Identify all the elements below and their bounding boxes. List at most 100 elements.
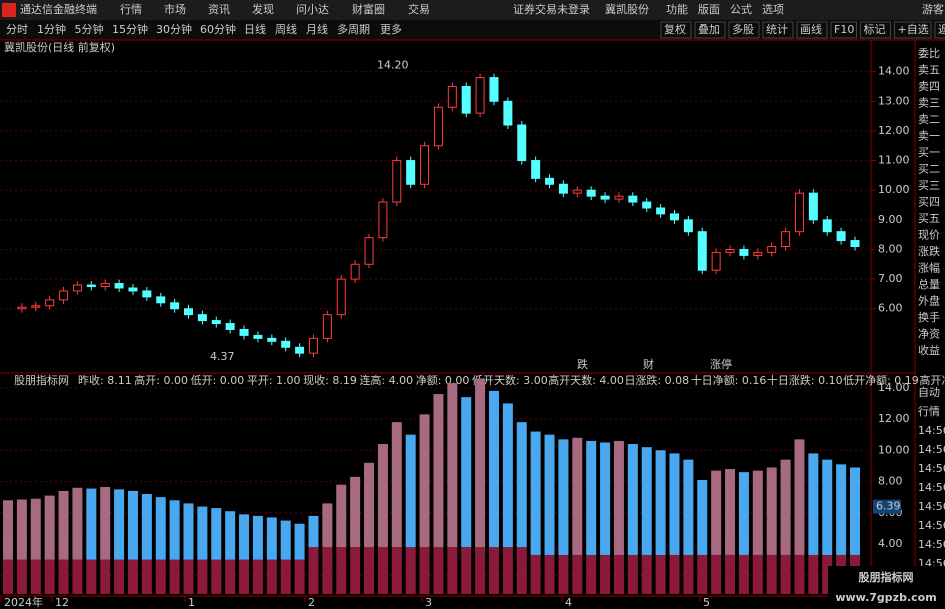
tool-button[interactable]: 标记 bbox=[864, 22, 886, 36]
period-tab[interactable]: 更多 bbox=[380, 22, 402, 36]
period-tab[interactable]: 月线 bbox=[306, 22, 328, 36]
menu-item[interactable]: 行情 bbox=[120, 3, 142, 16]
bar-bottom bbox=[155, 559, 166, 594]
menu-item[interactable]: 问小达 bbox=[296, 3, 329, 16]
y-tick-label: 12.00 bbox=[878, 124, 910, 137]
indicator-field: 十日净额: 0.16 bbox=[691, 373, 767, 387]
bar-upper bbox=[738, 472, 749, 555]
bar-bottom bbox=[72, 559, 83, 594]
y-tick-label: 7.00 bbox=[878, 272, 903, 285]
candle-body bbox=[364, 237, 374, 265]
menu-item[interactable]: 功能 bbox=[666, 2, 688, 16]
bar-upper bbox=[725, 469, 736, 555]
bar-upper bbox=[530, 431, 541, 555]
bar-upper bbox=[488, 390, 499, 548]
tool-button[interactable]: 返回 bbox=[938, 23, 945, 36]
bar-upper bbox=[197, 506, 208, 560]
bar-bottom bbox=[419, 547, 430, 594]
period-tab[interactable]: 多周期 bbox=[337, 22, 370, 36]
bar-bottom bbox=[780, 554, 791, 594]
menu-item[interactable]: 交易 bbox=[408, 2, 430, 16]
tool-button[interactable]: F10 bbox=[834, 23, 854, 36]
panel-title: 冀凯股份(日线 前复权) bbox=[4, 40, 115, 54]
side-item: 14:56 bbox=[918, 519, 945, 532]
quote-field: 委比 bbox=[918, 47, 940, 60]
bar-upper bbox=[461, 397, 472, 548]
candle-body bbox=[142, 290, 152, 298]
bar-upper bbox=[252, 515, 263, 560]
period-tab[interactable]: 日线 bbox=[244, 22, 266, 36]
period-tab[interactable]: 60分钟 bbox=[200, 22, 236, 36]
bar-upper bbox=[86, 488, 97, 560]
candle-body bbox=[295, 346, 305, 354]
period-tab[interactable]: 周线 bbox=[275, 22, 297, 36]
quote-field: 买四 bbox=[918, 196, 940, 209]
current-label: 6.39 bbox=[876, 500, 901, 513]
bar-bottom bbox=[239, 559, 250, 594]
bar-upper bbox=[822, 459, 833, 555]
bar-upper bbox=[141, 494, 152, 560]
bar-bottom bbox=[516, 547, 527, 594]
bar-upper bbox=[752, 470, 763, 555]
tool-button[interactable]: 复权 bbox=[664, 22, 686, 36]
period-tab[interactable]: 15分钟 bbox=[112, 22, 148, 36]
tool-button[interactable]: 叠加 bbox=[698, 23, 720, 36]
bar-upper bbox=[350, 476, 361, 548]
candle-body bbox=[461, 85, 471, 114]
bar-upper bbox=[377, 444, 388, 548]
candle-body bbox=[642, 201, 652, 209]
tool-button[interactable]: 画线 bbox=[800, 22, 822, 36]
bar-upper bbox=[586, 440, 597, 555]
bar-bottom bbox=[100, 559, 111, 594]
indicator-field: 低开天数: 3.00 bbox=[472, 374, 548, 387]
bar-upper bbox=[114, 489, 125, 560]
bar-upper bbox=[72, 487, 83, 560]
bar-bottom bbox=[641, 554, 652, 594]
bar-upper bbox=[600, 442, 611, 555]
menu-item[interactable]: 发现 bbox=[252, 2, 274, 16]
bar-bottom bbox=[572, 554, 583, 594]
quote-field: 买三 bbox=[918, 179, 940, 192]
candle-body bbox=[656, 207, 666, 215]
period-tab[interactable]: 5分钟 bbox=[75, 22, 104, 36]
menu-item[interactable]: 市场 bbox=[164, 2, 186, 16]
menu-item[interactable]: 选项 bbox=[762, 3, 784, 16]
watermark: 股朋指标网 bbox=[859, 570, 914, 584]
candle-body bbox=[225, 323, 235, 330]
period-tab[interactable]: 1分钟 bbox=[37, 22, 66, 36]
candle-body bbox=[308, 337, 318, 354]
bar-bottom bbox=[600, 554, 611, 594]
candle-body bbox=[281, 340, 291, 348]
bar-bottom bbox=[266, 559, 277, 594]
quote-field: 收益 bbox=[918, 343, 940, 357]
notice: 证券交易未登录 bbox=[513, 2, 590, 16]
bar-upper bbox=[100, 487, 111, 560]
tool-button[interactable]: 多股 bbox=[732, 22, 754, 36]
menu-item[interactable]: 公式 bbox=[730, 3, 752, 16]
indicator-field: 昨收: 8.11 bbox=[78, 373, 132, 387]
bar-bottom bbox=[447, 547, 458, 594]
bar-bottom bbox=[530, 554, 541, 594]
bar-bottom bbox=[30, 559, 41, 594]
tool-button[interactable]: 统计 bbox=[766, 23, 788, 36]
y-tick-label: 9.00 bbox=[878, 213, 903, 226]
tool-button[interactable]: +自选 bbox=[898, 23, 929, 36]
menu-item[interactable]: 版面 bbox=[698, 2, 720, 16]
bar-upper bbox=[794, 439, 805, 555]
bar-upper bbox=[766, 467, 777, 555]
bar-upper bbox=[225, 511, 236, 560]
app-icon bbox=[2, 3, 16, 17]
event-tag: 财 bbox=[643, 357, 654, 371]
date-label: 2024年 bbox=[4, 595, 43, 609]
candle-body bbox=[86, 284, 96, 288]
menu-item[interactable]: 资讯 bbox=[208, 3, 230, 16]
menu-item[interactable]: 财富圈 bbox=[352, 2, 385, 16]
indicator-field: 连高: 4.00 bbox=[359, 373, 413, 387]
period-tab[interactable]: 30分钟 bbox=[156, 22, 192, 36]
user: 游客 bbox=[922, 2, 944, 16]
candle-body bbox=[197, 314, 207, 322]
bar-bottom bbox=[502, 547, 513, 594]
candle-body bbox=[781, 231, 791, 248]
bar-upper bbox=[475, 378, 486, 548]
period-tab[interactable]: 分时 bbox=[6, 23, 28, 36]
